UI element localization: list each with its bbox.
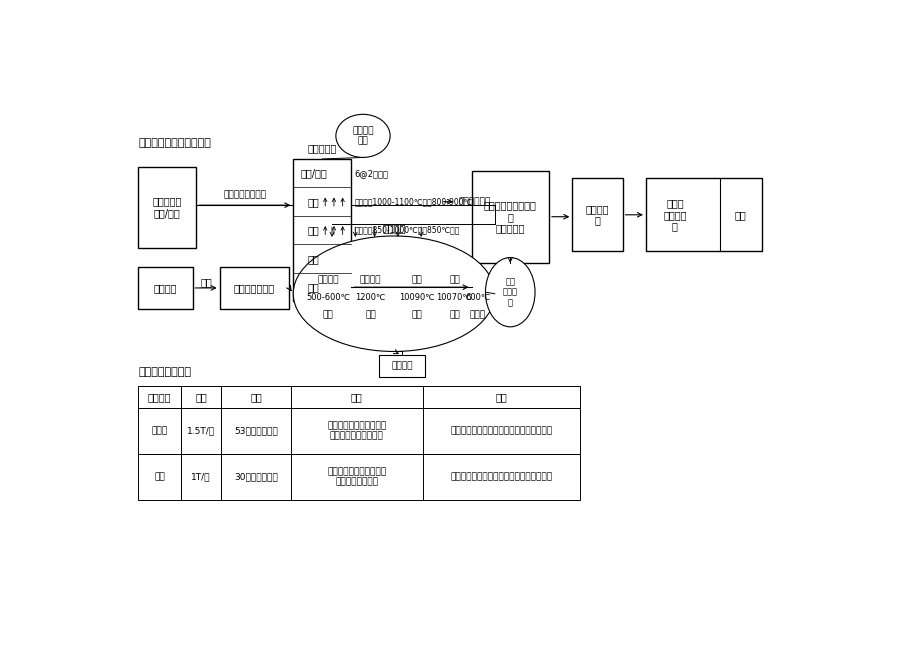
Text: 耗时: 耗时 [250, 392, 262, 402]
Text: 原材料湿度大: 原材料湿度大 [458, 197, 490, 206]
Text: 出料: 出料 [307, 282, 319, 292]
Text: 冷却: 冷却 [307, 254, 319, 264]
Bar [138, 408, 181, 454]
Text: 打包: 打包 [734, 210, 746, 220]
Ellipse shape [335, 115, 390, 158]
Bar [138, 267, 192, 309]
Text: 活化: 活化 [307, 225, 319, 235]
Text: 设备庞大、热效率差、耗燃料、成品质量低: 设备庞大、热效率差、耗燃料、成品质量低 [449, 473, 551, 482]
Bar [138, 386, 181, 408]
Ellipse shape [485, 258, 535, 327]
Text: 10070℃: 10070℃ [437, 293, 471, 302]
Text: 水缸
产水蒸
气: 水缸 产水蒸 气 [502, 277, 517, 307]
Text: 除杂机（脉冲除尘器
）
去除焦质料: 除杂机（脉冲除尘器 ） 去除焦质料 [483, 200, 536, 233]
Text: 天然原材料
（竹/木）: 天然原材料 （竹/木） [153, 197, 182, 218]
Bar [181, 408, 221, 454]
Text: 进料预热: 进料预热 [317, 275, 338, 284]
Text: 生产效率高、成本低、稳
定、易控制、产量较大: 生产效率高、成本低、稳 定、易控制、产量较大 [327, 421, 386, 441]
Bar [290, 408, 422, 454]
Text: 正常温度850-1000℃，现850℃左右: 正常温度850-1000℃，现850℃左右 [354, 226, 460, 235]
Bar [221, 454, 290, 500]
Text: 冷却: 冷却 [412, 275, 422, 284]
Text: 一体炉: 一体炉 [152, 426, 167, 436]
Bar [181, 454, 221, 500]
Text: 一体炉与转炉对比: 一体炉与转炉对比 [138, 367, 191, 377]
Bar [138, 454, 181, 500]
Text: 水缸产水
蒸气: 水缸产水 蒸气 [352, 126, 373, 146]
Text: 骤凉打包: 骤凉打包 [391, 361, 412, 370]
Text: 优点: 优点 [350, 392, 362, 402]
Text: 筛选细沙石和铁: 筛选细沙石和铁 [233, 283, 275, 293]
Text: 一段: 一段 [323, 311, 334, 320]
Bar [181, 386, 221, 408]
Text: 500-600℃: 500-600℃ [306, 293, 350, 302]
Text: 四段: 四段 [448, 311, 460, 320]
Text: （一体炉）: （一体炉） [307, 143, 336, 153]
Ellipse shape [293, 236, 494, 352]
Text: 正常温度1000-1100℃，现800-900℃: 正常温度1000-1100℃，现800-900℃ [354, 197, 472, 206]
Bar [138, 167, 196, 247]
Text: 蒸汽活化: 蒸汽活化 [359, 275, 381, 284]
Text: 三段: 三段 [412, 311, 422, 320]
Bar [572, 178, 622, 251]
Text: 活性炭物理法工艺流程图: 活性炭物理法工艺流程图 [138, 138, 210, 148]
Bar [220, 267, 289, 309]
Bar [422, 408, 579, 454]
Text: 缺点: 缺点 [495, 392, 506, 402]
Bar [471, 171, 549, 263]
Text: 出料: 出料 [448, 275, 460, 284]
Text: 产量: 产量 [195, 392, 207, 402]
Bar [378, 355, 425, 377]
Text: （转炉）: （转炉） [381, 223, 405, 233]
Text: 53分钟进料一次: 53分钟进料一次 [234, 426, 278, 436]
Bar [422, 454, 579, 500]
Text: 传送: 传送 [200, 277, 211, 287]
Text: 二段: 二段 [365, 311, 376, 320]
Bar [221, 408, 290, 454]
Text: 连续操作、活化均匀、适
合生产气象活性炭: 连续操作、活化均匀、适 合生产气象活性炭 [327, 467, 386, 487]
Bar [221, 386, 290, 408]
Bar [290, 386, 422, 408]
Text: 转炉: 转炉 [154, 473, 165, 482]
Text: 压碎经传送带传送: 压碎经传送带传送 [223, 191, 266, 200]
Text: 30分钟进料一次: 30分钟进料一次 [234, 473, 278, 482]
Text: 搅拌机
（使均匀
）: 搅拌机 （使均匀 ） [663, 198, 686, 231]
Text: 碳化原料: 碳化原料 [153, 283, 177, 293]
Text: 活化不均匀、炭质量不高、过热蒸汽温度低: 活化不均匀、炭质量不高、过热蒸汽温度低 [449, 426, 551, 436]
Text: 出料口: 出料口 [469, 311, 485, 320]
Text: 对比项目: 对比项目 [148, 392, 171, 402]
Text: 1T/天: 1T/天 [191, 473, 210, 482]
Text: 1200℃: 1200℃ [355, 293, 385, 302]
Text: 600℃: 600℃ [465, 293, 490, 302]
Bar [293, 159, 351, 301]
Text: 炭化: 炭化 [307, 197, 319, 207]
Text: 10090℃: 10090℃ [399, 293, 435, 302]
Text: 雷蒙机磨
粉: 雷蒙机磨 粉 [585, 204, 608, 226]
Text: 进料/预热: 进料/预热 [300, 168, 326, 178]
Text: 6@2个料槽: 6@2个料槽 [354, 169, 388, 178]
Bar [645, 178, 761, 251]
Text: 1.5T/天: 1.5T/天 [187, 426, 215, 436]
Bar [290, 454, 422, 500]
Bar [422, 386, 579, 408]
